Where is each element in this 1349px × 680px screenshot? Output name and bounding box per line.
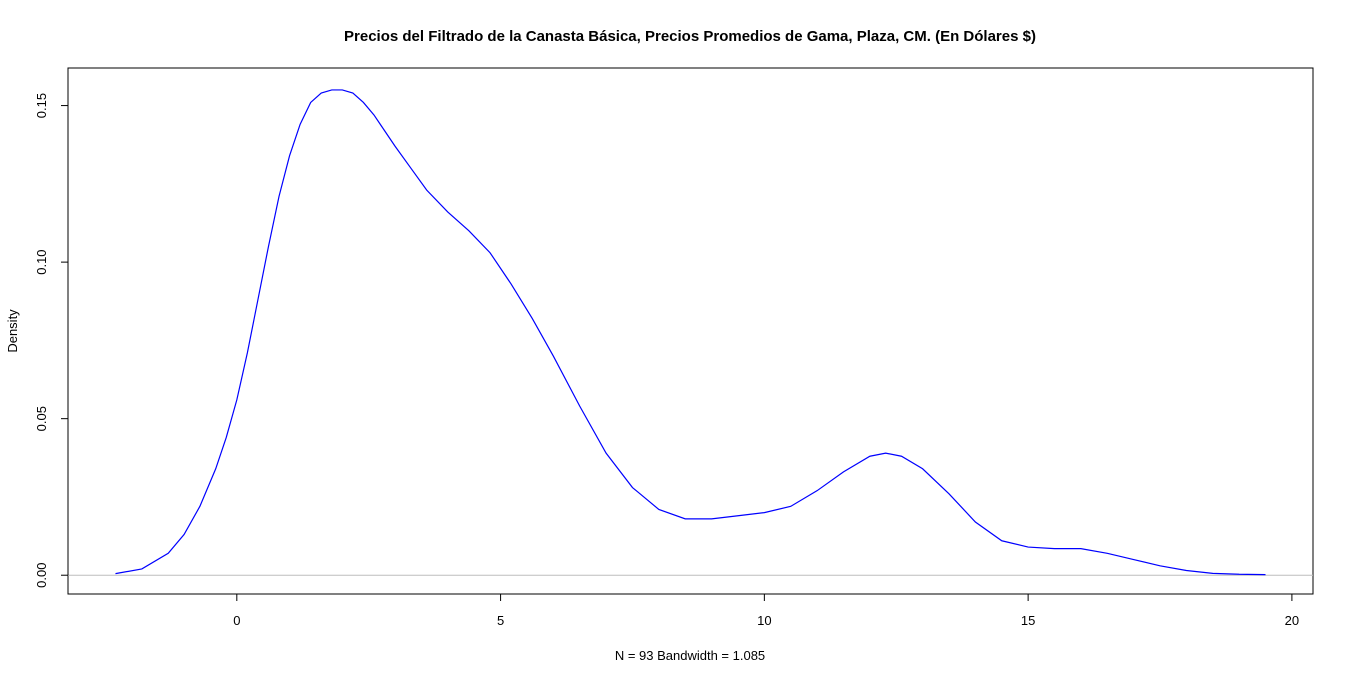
density-curve	[115, 89, 1266, 576]
y-tick-label: 0.10	[34, 249, 49, 274]
x-tick-label: 0	[233, 613, 240, 628]
y-tick-label: 0.05	[34, 406, 49, 431]
y-tick-label: 0.00	[34, 563, 49, 588]
x-tick-label: 20	[1285, 613, 1299, 628]
plot-frame	[67, 67, 1314, 595]
x-tick-label: 5	[497, 613, 504, 628]
x-tick-label: 15	[1021, 613, 1035, 628]
x-axis-label: N = 93 Bandwidth = 1.085	[615, 648, 765, 663]
y-tick-label: 0.15	[34, 93, 49, 118]
y-axis: 0.00 0.05 0.10 0.15	[34, 93, 69, 588]
y-axis-label: Density	[5, 309, 20, 353]
x-axis: 0 5 10 15 20	[233, 593, 1299, 628]
x-tick-label: 10	[757, 613, 771, 628]
chart-title: Precios del Filtrado de la Canasta Básic…	[344, 28, 1036, 45]
